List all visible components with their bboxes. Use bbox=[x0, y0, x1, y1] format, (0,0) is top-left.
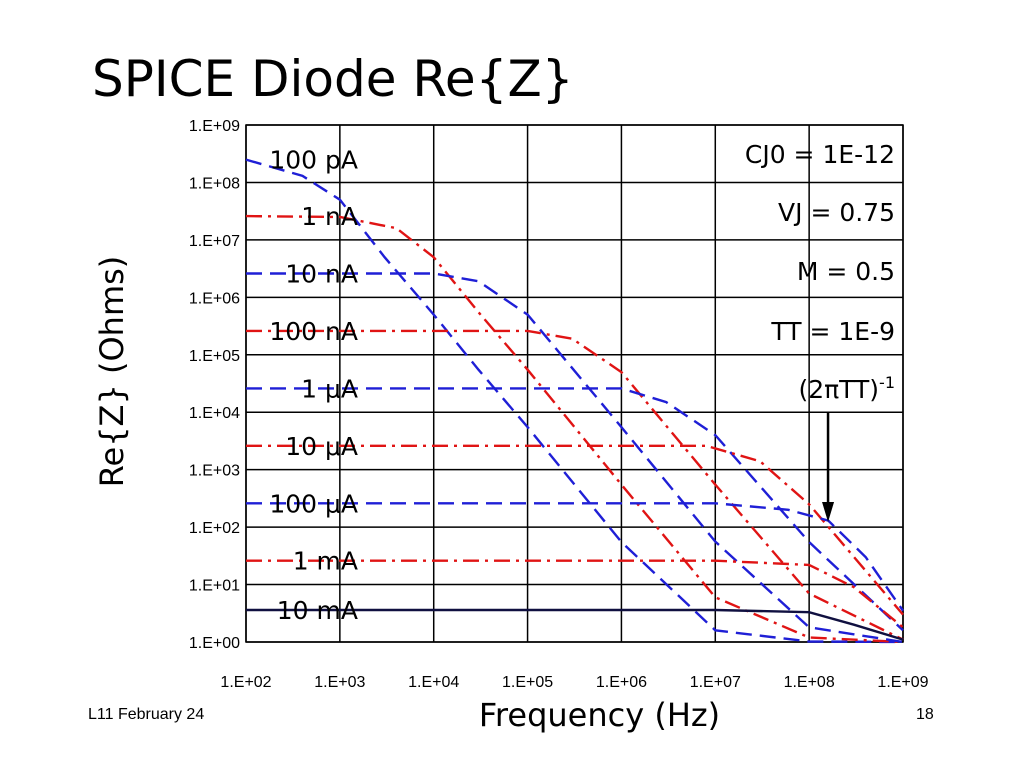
series-line-1 bbox=[245, 214, 904, 644]
corner-superscript: -1 bbox=[879, 373, 895, 392]
series-line-4 bbox=[246, 387, 904, 632]
y-axis-label: Re{Z} (Ohms) bbox=[93, 256, 131, 488]
corner-arrow-head bbox=[822, 502, 835, 522]
y-tick-label: 1.E+08 bbox=[189, 175, 240, 192]
y-tick-label: 1.E+05 bbox=[189, 348, 240, 365]
page-number: 18 bbox=[916, 706, 934, 723]
tt-annotation: TT = 1E-9 bbox=[770, 317, 895, 346]
parameter-annotations: CJ0 = 1E-12 VJ = 0.75 M = 0.5 TT = 1E-9 … bbox=[745, 140, 895, 522]
corner-frequency-annotation: (2πTT)-1 bbox=[798, 373, 895, 404]
series-group bbox=[245, 158, 904, 644]
y-tick-label: 1.E+03 bbox=[189, 463, 240, 480]
x-axis-label: Frequency (Hz) bbox=[479, 696, 720, 734]
x-tick-label: 1.E+04 bbox=[408, 674, 459, 691]
series-labels: 100 pA 1 nA 10 nA 100 nA 1 μA 10 μA 100 μA 1 mA… bbox=[269, 146, 358, 625]
series-label-4: 1 μA bbox=[301, 374, 358, 403]
vj-annotation: VJ = 0.75 bbox=[778, 198, 895, 227]
series-line-5 bbox=[246, 444, 904, 616]
y-tick-label: 1.E+04 bbox=[189, 405, 240, 422]
series-label-0: 100 pA bbox=[269, 146, 358, 175]
y-tick-label: 1.E+00 bbox=[189, 635, 240, 652]
x-tick-label: 1.E+09 bbox=[877, 674, 928, 691]
y-tick-label: 1.E+09 bbox=[189, 118, 240, 135]
y-tick-label: 1.E+01 bbox=[189, 578, 240, 595]
series-line-3 bbox=[246, 329, 904, 641]
series-label-8: 10 mA bbox=[277, 596, 358, 625]
x-tick-label: 1.E+05 bbox=[502, 674, 553, 691]
x-tick-label: 1.E+06 bbox=[596, 674, 647, 691]
series-line-0 bbox=[245, 158, 904, 644]
series-label-2: 10 nA bbox=[285, 259, 358, 288]
series-line-2 bbox=[246, 272, 904, 644]
x-tick-label: 1.E+07 bbox=[690, 674, 741, 691]
y-tick-label: 1.E+06 bbox=[189, 290, 240, 307]
series-label-6: 100 μA bbox=[269, 489, 358, 518]
x-tick-label: 1.E+02 bbox=[220, 674, 271, 691]
footer-date: L11 February 24 bbox=[88, 706, 205, 723]
series-line-8 bbox=[246, 608, 904, 641]
slide-title: SPICE Diode Re{Z} bbox=[92, 50, 574, 108]
series-line-6 bbox=[246, 502, 904, 612]
series-label-7: 1 mA bbox=[293, 547, 358, 576]
plot-frame bbox=[245, 124, 904, 643]
tick-labels: 1.E+02 1.E+03 1.E+04 1.E+05 1.E+06 1.E+07 1.E+… bbox=[189, 118, 929, 691]
series-label-3: 100 nA bbox=[269, 317, 358, 346]
x-tick-label: 1.E+03 bbox=[314, 674, 365, 691]
series-label-1: 1 nA bbox=[301, 202, 358, 231]
series-line-7 bbox=[246, 559, 904, 629]
cj0-annotation: CJ0 = 1E-12 bbox=[745, 140, 895, 169]
corner-label: (2πTT) bbox=[798, 375, 879, 404]
series-label-5: 10 μA bbox=[285, 432, 358, 461]
y-tick-label: 1.E+02 bbox=[189, 520, 240, 537]
y-tick-label: 1.E+07 bbox=[189, 233, 240, 250]
x-tick-label: 1.E+08 bbox=[784, 674, 835, 691]
m-annotation: M = 0.5 bbox=[797, 257, 895, 286]
